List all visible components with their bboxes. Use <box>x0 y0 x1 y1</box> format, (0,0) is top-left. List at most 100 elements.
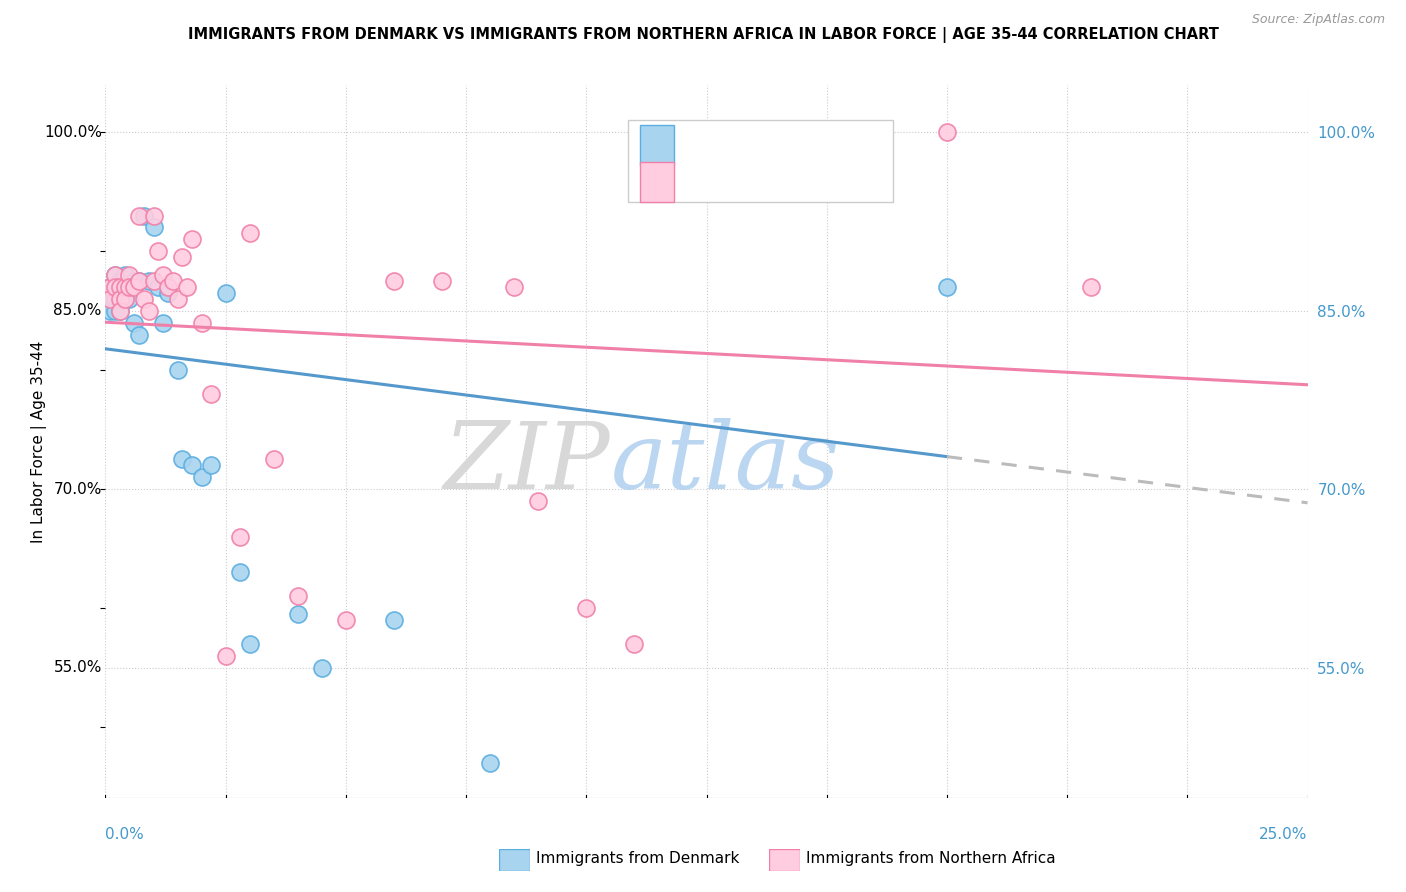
Point <box>138 303 160 318</box>
Point <box>118 292 141 306</box>
Point <box>108 292 131 306</box>
Point <box>98 292 121 306</box>
Point <box>430 274 453 288</box>
Point <box>263 452 285 467</box>
Point <box>156 285 179 300</box>
Point <box>214 285 236 300</box>
Point <box>239 637 262 651</box>
Text: 85.0%: 85.0% <box>53 303 101 318</box>
Point <box>936 125 959 139</box>
Text: 70.0%: 70.0% <box>53 482 101 497</box>
Text: IMMIGRANTS FROM DENMARK VS IMMIGRANTS FROM NORTHERN AFRICA IN LABOR FORCE | AGE : IMMIGRANTS FROM DENMARK VS IMMIGRANTS FR… <box>187 27 1219 43</box>
Point <box>479 756 502 770</box>
Point <box>124 274 146 288</box>
Point <box>128 327 150 342</box>
Point <box>172 452 194 467</box>
Point <box>181 458 204 473</box>
Point <box>148 280 170 294</box>
Point <box>382 613 405 627</box>
Text: N = 43: N = 43 <box>790 175 848 189</box>
Text: Source: ZipAtlas.com: Source: ZipAtlas.com <box>1251 13 1385 27</box>
Point <box>114 292 136 306</box>
Text: Immigrants from Northern Africa: Immigrants from Northern Africa <box>806 851 1056 865</box>
Text: R = 0.056: R = 0.056 <box>686 137 762 153</box>
Point <box>132 292 155 306</box>
Point <box>623 637 645 651</box>
Point <box>166 363 188 377</box>
Point <box>124 280 146 294</box>
Point <box>156 280 179 294</box>
Point <box>104 268 127 282</box>
Point <box>181 232 204 246</box>
Point <box>108 303 131 318</box>
Point <box>104 303 127 318</box>
Point <box>128 274 150 288</box>
Text: N = 38: N = 38 <box>790 137 848 153</box>
Point <box>114 280 136 294</box>
Point <box>229 530 252 544</box>
Point <box>152 268 174 282</box>
Point <box>239 227 262 241</box>
Point <box>118 268 141 282</box>
FancyBboxPatch shape <box>499 849 530 871</box>
Point <box>335 613 357 627</box>
Point <box>229 566 252 580</box>
Point <box>176 280 198 294</box>
Point <box>839 125 862 139</box>
Point <box>214 648 236 663</box>
Point <box>166 292 188 306</box>
Point <box>98 303 121 318</box>
Text: 25.0%: 25.0% <box>1260 827 1308 841</box>
Point <box>132 209 155 223</box>
Point <box>128 274 150 288</box>
Point <box>142 209 165 223</box>
Point <box>152 316 174 330</box>
Point <box>104 280 127 294</box>
Point <box>108 303 131 318</box>
Point <box>98 280 121 294</box>
Text: R =   0.121: R = 0.121 <box>686 175 772 189</box>
Point <box>172 250 194 264</box>
Text: atlas: atlas <box>610 418 839 508</box>
Point <box>114 292 136 306</box>
FancyBboxPatch shape <box>769 849 800 871</box>
Text: Immigrants from Denmark: Immigrants from Denmark <box>536 851 740 865</box>
Point <box>190 470 212 484</box>
Point <box>527 494 550 508</box>
Point <box>792 125 814 139</box>
Point <box>503 280 526 294</box>
Text: ZIP: ZIP <box>444 418 610 508</box>
Text: 100.0%: 100.0% <box>44 125 101 140</box>
Point <box>104 268 127 282</box>
Point <box>108 280 131 294</box>
Point <box>287 589 309 603</box>
Point <box>311 660 333 674</box>
Point <box>108 274 131 288</box>
Point <box>190 316 212 330</box>
Point <box>936 280 959 294</box>
Point <box>138 274 160 288</box>
Point <box>200 458 222 473</box>
Point <box>200 387 222 401</box>
Point <box>118 280 141 294</box>
Point <box>114 280 136 294</box>
Point <box>162 274 184 288</box>
Point <box>98 292 121 306</box>
Point <box>128 209 150 223</box>
Point <box>124 316 146 330</box>
Point <box>1080 280 1102 294</box>
Point <box>287 607 309 621</box>
FancyBboxPatch shape <box>640 126 673 165</box>
Point <box>142 274 165 288</box>
Point <box>148 244 170 259</box>
FancyBboxPatch shape <box>640 162 673 202</box>
Point <box>98 280 121 294</box>
Point <box>104 280 127 294</box>
Point <box>575 601 598 615</box>
Point <box>108 280 131 294</box>
FancyBboxPatch shape <box>628 120 893 202</box>
Point <box>114 268 136 282</box>
Point <box>104 292 127 306</box>
Text: 55.0%: 55.0% <box>53 660 101 675</box>
Text: 0.0%: 0.0% <box>105 827 145 841</box>
